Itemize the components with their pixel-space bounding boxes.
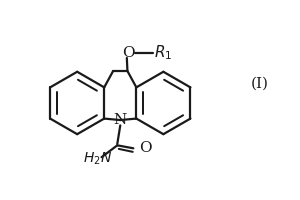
Text: O: O bbox=[123, 46, 135, 60]
Text: (I): (I) bbox=[251, 77, 269, 91]
Text: $R_1$: $R_1$ bbox=[154, 43, 172, 62]
Text: $H_2N$: $H_2N$ bbox=[83, 151, 112, 167]
Text: O: O bbox=[139, 141, 151, 155]
Text: N: N bbox=[114, 113, 127, 127]
